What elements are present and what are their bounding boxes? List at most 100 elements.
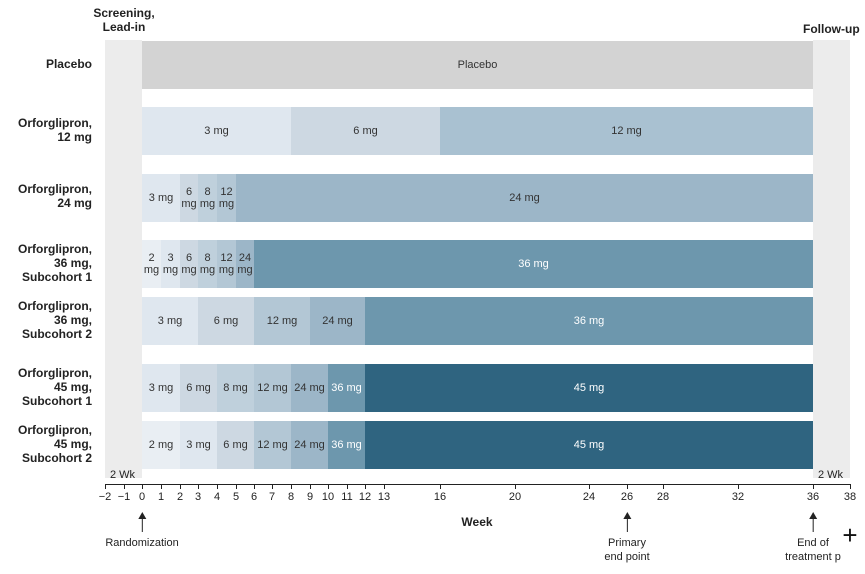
dose-segment: 8 mg: [198, 240, 217, 288]
axis-tick: [291, 484, 292, 489]
axis-tick-label: 6: [250, 491, 258, 503]
axis-tick: [124, 484, 125, 489]
up-arrow-icon: [138, 512, 146, 532]
marker-label: End of treatment p: [785, 537, 841, 563]
dose-segment: 3 mg: [142, 364, 180, 412]
dose-label: 24 mg: [322, 315, 353, 327]
dose-label: 12 mg: [257, 382, 288, 394]
arm-label: Orforglipron, 36 mg, Subcohort 1: [18, 242, 92, 284]
dose-segment: 6 mg: [180, 364, 217, 412]
axis-tick-label: 3: [194, 491, 202, 503]
axis-tick: [161, 484, 162, 489]
dose-label: 3 mg: [148, 382, 174, 394]
dose-label: 8 mg: [223, 382, 248, 394]
dose-label: 12 mg: [266, 315, 298, 327]
axis-tick-label: 32: [731, 491, 745, 503]
axis-tick: [310, 484, 311, 489]
dose-segment: 45 mg: [365, 364, 813, 412]
marker-label: Randomization: [105, 537, 179, 549]
axis-tick: [738, 484, 739, 489]
axis-tick: [850, 484, 851, 489]
dose-label: 3 mg: [186, 439, 211, 451]
axis-tick-label: 9: [306, 491, 314, 503]
dose-segment: 8 mg: [217, 364, 254, 412]
dose-segment: 12 mg: [254, 364, 291, 412]
marker-label: Primary end point: [604, 537, 650, 563]
dose-segment: 24 mg: [291, 421, 328, 469]
dose-segment: 8 mg: [198, 174, 217, 222]
dose-label: 36 mg: [331, 439, 362, 451]
axis-tick-label: 0: [138, 491, 146, 503]
dose-segment: 45 mg: [365, 421, 813, 469]
axis-tick: [254, 484, 255, 489]
dose-segment: 6 mg: [217, 421, 254, 469]
dose-label: 45 mg: [573, 439, 605, 451]
axis-tick-label: 10: [321, 491, 335, 503]
follow-up-band: [813, 40, 850, 478]
follow-up-duration: 2 Wk: [818, 469, 844, 481]
dose-segment: 36 mg: [328, 364, 365, 412]
dose-segment: 6 mg: [180, 174, 198, 222]
dose-label: 2 mg: [143, 252, 160, 276]
dose-segment: Placebo: [142, 41, 813, 89]
screening-title: Screening, Lead-in: [93, 6, 155, 34]
timeline-marker: Randomization: [105, 512, 179, 550]
zoom-in-button[interactable]: +: [836, 520, 864, 550]
dose-label: 12 mg: [257, 439, 288, 451]
week-axis-title: Week: [461, 515, 493, 529]
axis-tick: [198, 484, 199, 489]
dose-label: 3 mg: [162, 252, 179, 276]
dose-segment: 3 mg: [142, 174, 180, 222]
axis-tick: [627, 484, 628, 489]
arm-label: Placebo: [45, 57, 92, 71]
arm-label: Orforglipron, 45 mg, Subcohort 2: [18, 423, 92, 465]
up-arrow-icon: [622, 512, 631, 532]
dose-segment: 3 mg: [142, 297, 198, 345]
dose-label: 3 mg: [204, 125, 229, 137]
screening-band: [105, 40, 142, 478]
axis-tick: [813, 484, 814, 489]
dose-segment: 12 mg: [254, 297, 310, 345]
dose-segment: 12 mg: [217, 174, 236, 222]
axis-tick: [328, 484, 329, 489]
screening-duration: 2 Wk: [110, 469, 136, 481]
axis-tick-label: 26: [620, 491, 634, 503]
axis-tick-label: 2: [176, 491, 184, 503]
axis-tick: [180, 484, 181, 489]
dose-segment: 3 mg: [142, 107, 291, 155]
axis-tick-label: −1: [117, 491, 131, 503]
dose-segment: 24 mg: [236, 240, 254, 288]
follow-up-title: Follow-up: [803, 22, 860, 36]
axis-tick: [365, 484, 366, 489]
dose-segment: 24 mg: [236, 174, 813, 222]
axis-tick: [347, 484, 348, 489]
dose-label: 45 mg: [573, 382, 605, 394]
timeline-marker: Primary end point: [604, 512, 650, 564]
dose-label: 2 mg: [148, 439, 174, 451]
arm-label: Orforglipron, 24 mg: [18, 182, 92, 210]
dose-segment: 2 mg: [142, 240, 161, 288]
timeline-marker: End of treatment p: [785, 512, 841, 564]
axis-tick: [105, 484, 106, 489]
up-arrow-icon: [808, 512, 817, 532]
axis-tick: [663, 484, 664, 489]
dose-segment: 12 mg: [254, 421, 291, 469]
dose-segment: 3 mg: [161, 240, 180, 288]
axis-tick-label: 5: [232, 491, 240, 503]
dose-label: 36 mg: [331, 382, 362, 394]
axis-tick-label: 11: [341, 491, 353, 503]
dose-segment: 12 mg: [217, 240, 236, 288]
axis-tick: [515, 484, 516, 489]
dose-label: 3 mg: [157, 315, 183, 327]
dose-label: Placebo: [457, 59, 498, 71]
dose-label: 12 mg: [218, 186, 235, 210]
dose-label: 6 mg: [186, 382, 211, 394]
week-axis-line: [105, 484, 850, 485]
axis-tick-label: 8: [287, 491, 295, 503]
arm-label: Orforglipron, 45 mg, Subcohort 1: [18, 366, 92, 408]
dose-segment: 6 mg: [291, 107, 440, 155]
axis-tick-label: 12: [358, 491, 372, 503]
axis-tick-label: −2: [98, 491, 112, 503]
dose-segment: 6 mg: [198, 297, 254, 345]
